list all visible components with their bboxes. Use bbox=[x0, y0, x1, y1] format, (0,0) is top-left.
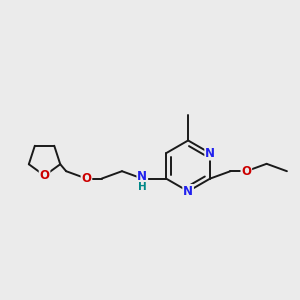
Text: N: N bbox=[137, 169, 147, 182]
Text: H: H bbox=[138, 182, 147, 191]
Text: N: N bbox=[183, 185, 193, 198]
Text: N: N bbox=[205, 147, 215, 160]
Text: O: O bbox=[241, 165, 251, 178]
Text: O: O bbox=[81, 172, 92, 185]
Text: O: O bbox=[40, 169, 50, 182]
